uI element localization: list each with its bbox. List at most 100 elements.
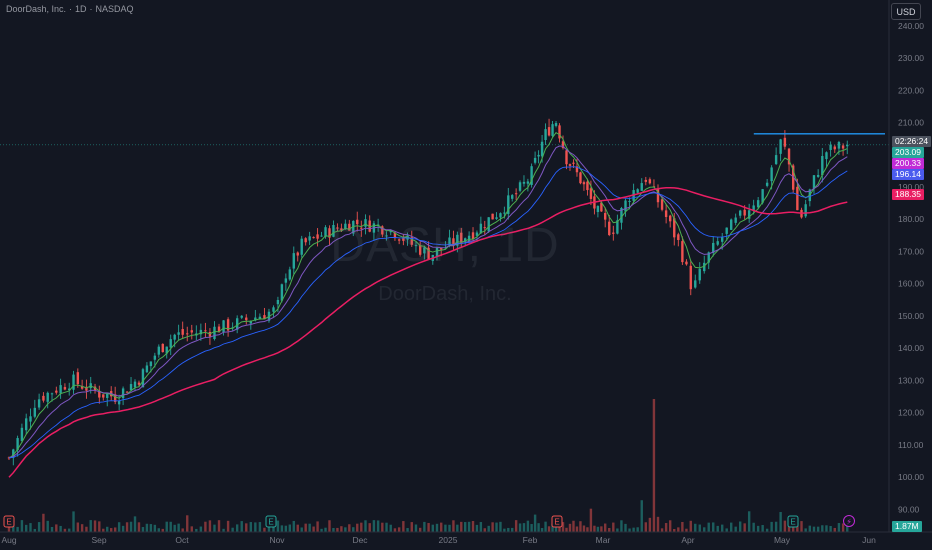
candle-body <box>796 186 799 211</box>
candle-body <box>340 228 343 231</box>
candle-body <box>397 239 401 241</box>
candle-body <box>743 209 746 216</box>
candle-body <box>774 155 778 165</box>
candle-body <box>113 394 117 402</box>
candle-body <box>364 219 367 227</box>
volume-bar <box>145 523 149 532</box>
currency-button[interactable]: USD <box>891 3 921 20</box>
candle-body <box>46 392 49 402</box>
candle-body <box>783 137 787 147</box>
volume-bar <box>165 521 168 532</box>
interval-label: 1D <box>75 4 87 14</box>
candle-body <box>72 374 75 390</box>
time-tick-label: Jun <box>862 535 876 545</box>
candle-body <box>456 234 459 246</box>
volume-bar <box>448 524 451 532</box>
volume-bar <box>397 527 401 532</box>
dividend-marker-label: ⚡ <box>846 518 852 527</box>
candle-body <box>145 365 149 373</box>
time-tick-label: 2025 <box>439 535 458 545</box>
volume-bar <box>707 522 710 532</box>
volume-bar <box>460 521 463 532</box>
volume-bar <box>76 522 80 532</box>
ma-slow-line <box>8 187 848 478</box>
candle-body <box>837 142 841 149</box>
volume-bar <box>846 521 849 532</box>
volume-bar <box>68 528 71 532</box>
time-axis[interactable]: Aug Sep Oct Nov Dec 2025 Feb Mar Apr May Jun <box>1 535 876 545</box>
volume-bar <box>522 523 526 532</box>
candle-body <box>85 386 88 391</box>
volume-bar <box>231 527 234 532</box>
candle-body <box>226 319 230 331</box>
volume-bar <box>320 528 323 532</box>
volume-bar <box>121 525 125 532</box>
candle-body <box>360 227 363 229</box>
candle-body <box>324 227 327 237</box>
candle-body <box>133 381 137 388</box>
volume-bar <box>222 528 225 532</box>
volume-bar <box>406 528 409 532</box>
candle-body <box>586 181 589 191</box>
volume-bar <box>463 522 467 532</box>
candle-body <box>29 416 32 422</box>
volume-bar <box>125 522 129 532</box>
candle-body <box>249 320 253 324</box>
volume-bar <box>324 527 327 532</box>
earnings-marker-label: E <box>6 518 11 527</box>
candle-body <box>475 232 479 236</box>
candle-body <box>620 208 623 223</box>
candle-body <box>533 157 537 163</box>
candle-body <box>55 390 58 393</box>
volume-bar <box>620 520 623 532</box>
candle-body <box>716 241 719 245</box>
candle-body <box>829 144 832 150</box>
volume-bar <box>113 527 117 532</box>
candle-body <box>603 213 607 220</box>
candle-body <box>181 329 184 335</box>
candle-body <box>199 329 203 335</box>
volume-bar <box>791 525 795 532</box>
candle-body <box>551 124 554 136</box>
ema-blue-line <box>8 166 848 459</box>
price-tick-label: 180.00 <box>898 214 924 224</box>
symbol-name: DoorDash, Inc. <box>6 4 67 14</box>
volume-bar <box>644 522 648 532</box>
candle-body <box>16 438 19 451</box>
candle-body <box>747 210 751 219</box>
candle-body <box>600 202 603 212</box>
candle-body <box>440 247 443 250</box>
volume-bar <box>471 521 475 532</box>
candle-body <box>503 212 506 214</box>
candle-body <box>514 193 518 195</box>
candle-body <box>33 407 37 417</box>
volume-bar <box>783 520 787 532</box>
volume-bar <box>181 528 184 532</box>
volume-bar <box>507 527 510 532</box>
volume-bar <box>308 523 311 532</box>
candle-body <box>169 339 172 348</box>
volume-bar <box>245 523 248 532</box>
volume-bar <box>526 520 530 532</box>
candle-body <box>770 167 773 182</box>
volume-bar <box>440 522 443 532</box>
volume-bar <box>29 523 32 532</box>
candle-body <box>579 172 582 184</box>
separator: · <box>89 4 93 14</box>
symbol-header[interactable]: DoorDash, Inc. · 1D · NASDAQ <box>6 4 137 14</box>
watermark-ticker: DASH, 1D <box>330 219 560 272</box>
candle-body <box>368 220 371 232</box>
candle-body <box>756 200 760 208</box>
volume-bar <box>568 523 572 532</box>
candle-body <box>608 221 611 236</box>
volume-bar <box>729 522 733 532</box>
candle-body <box>511 195 514 199</box>
candle-body <box>190 330 193 333</box>
volume-bar <box>414 524 418 532</box>
time-tick-label: Oct <box>175 535 189 545</box>
volume-bar <box>743 523 746 532</box>
volume-bar <box>652 399 656 532</box>
volume-bar <box>393 528 397 532</box>
volume-bar <box>774 521 778 532</box>
